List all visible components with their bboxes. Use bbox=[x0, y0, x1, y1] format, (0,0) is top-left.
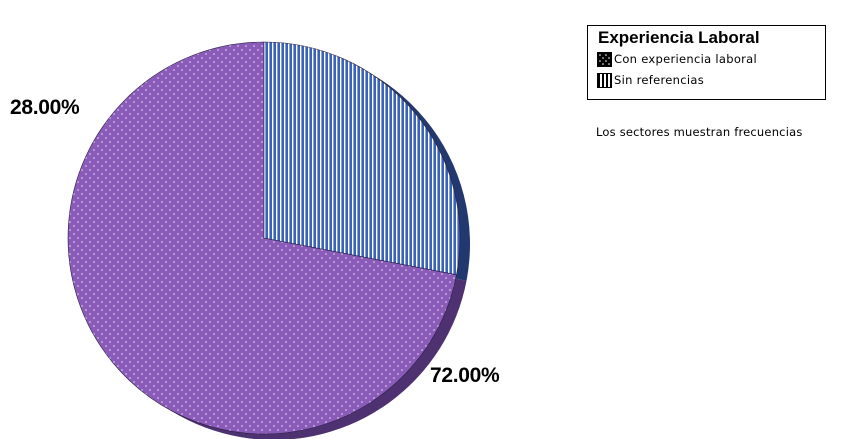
legend-swatch-con-experiencia bbox=[597, 51, 612, 67]
slice-label-sin-referencias: 28.00% bbox=[10, 96, 80, 119]
pie-slice-con-experiencia bbox=[67, 41, 457, 435]
legend-item-con-experiencia: Con experiencia laboral bbox=[597, 51, 757, 67]
legend-label-con-experiencia: Con experiencia laboral bbox=[614, 52, 758, 66]
legend: Experiencia Laboral Con experiencia labo… bbox=[587, 25, 826, 100]
pie-slice-sin-referencias bbox=[263, 41, 461, 276]
legend-swatch-sin-referencias bbox=[597, 72, 612, 88]
legend-item-sin-referencias: Sin referencias bbox=[597, 72, 704, 88]
slice-label-con-experiencia: 72.00% bbox=[430, 364, 500, 387]
legend-label-sin-referencias: Sin referencias bbox=[614, 73, 705, 87]
chart-note: Los sectores muestran frecuencias bbox=[596, 125, 803, 139]
legend-title: Experiencia Laboral bbox=[598, 28, 760, 47]
